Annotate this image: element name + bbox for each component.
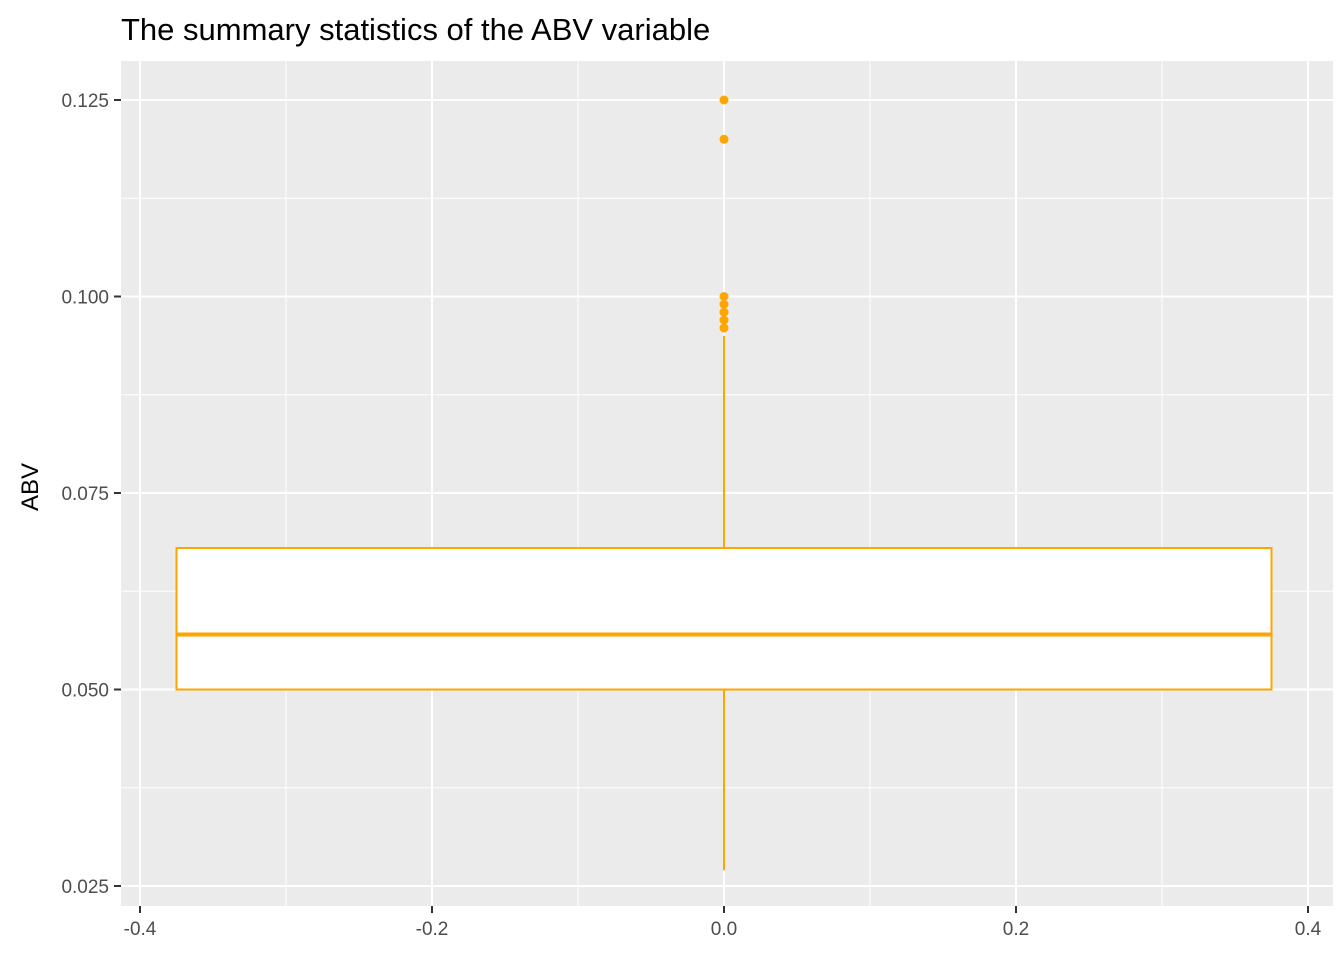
outlier-point <box>719 307 729 317</box>
outlier-point <box>719 292 729 301</box>
x-tick-label: 0.0 <box>711 919 737 940</box>
x-axis: -0.4 -0.2 0.0 0.2 0.4 <box>124 906 1322 940</box>
outlier-point <box>719 323 729 333</box>
outlier-point <box>719 95 729 105</box>
y-tick-label: 0.075 <box>61 484 109 505</box>
y-tick-label: 0.100 <box>61 288 109 309</box>
x-tick-label: 0.2 <box>1003 919 1029 940</box>
outlier-point <box>719 134 729 144</box>
y-tick-label: 0.125 <box>61 91 109 112</box>
y-tick-label: 0.025 <box>61 877 109 898</box>
y-axis-title: ABV <box>17 463 44 511</box>
y-axis: 0.025 0.050 0.075 0.100 0.125 <box>61 91 121 898</box>
outlier-point <box>719 315 729 325</box>
plot-panel <box>121 61 1333 906</box>
x-tick-label: 0.4 <box>1295 919 1322 940</box>
x-tick-label: -0.4 <box>124 919 157 940</box>
boxplot <box>175 95 1273 871</box>
y-tick-label: 0.050 <box>61 681 109 702</box>
outlier-point <box>719 299 729 309</box>
chart-title: The summary statistics of the ABV variab… <box>121 12 710 47</box>
iqr-box <box>175 547 1273 691</box>
x-tick-label: -0.2 <box>416 919 449 940</box>
